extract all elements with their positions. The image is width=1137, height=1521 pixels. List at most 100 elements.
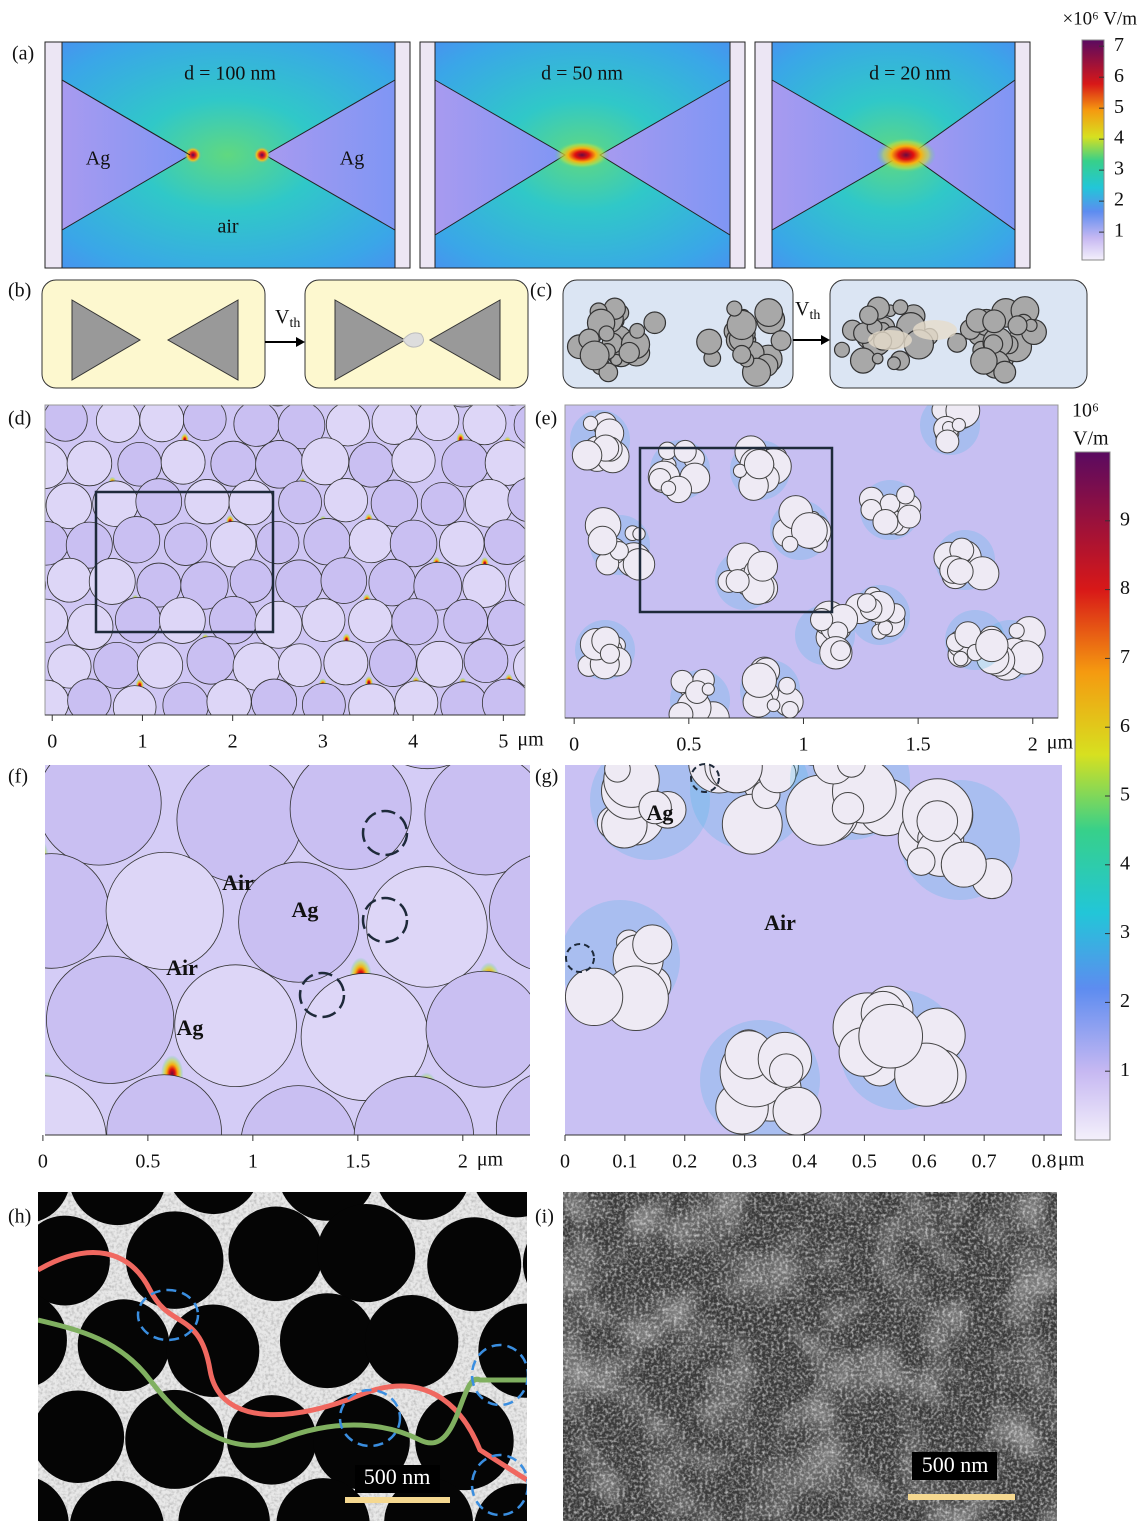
grain [371,405,418,445]
grain [279,1293,375,1389]
grain [139,405,185,443]
grain [522,1243,527,1283]
material-label: air [217,216,238,238]
particle [1007,315,1028,336]
material-label: Ag [292,897,319,922]
hot-spot [345,405,350,407]
ag-island [812,765,855,785]
grain [441,439,490,488]
grain [65,521,113,569]
grain [427,1217,522,1312]
ag-island [830,640,852,662]
arrow-label-base: V [275,306,290,328]
panel-label: (b) [8,280,31,302]
grain [277,405,326,450]
panel-e [564,404,1059,719]
grain [241,1085,356,1135]
arrow-label: Vth [275,306,300,332]
grain [45,498,46,511]
material-label: Ag [647,800,674,825]
grain [462,563,507,608]
panel-g: Ag Air [565,763,1062,1135]
ag-island [660,480,677,496]
hot-spot [68,405,73,407]
grain [125,1211,224,1309]
grain [348,598,393,644]
grain [0,643,44,690]
grain [238,861,360,983]
ag-island [778,676,796,695]
colorbar-unit: ×10⁶ V/m [1062,8,1137,29]
particle [598,362,619,383]
ag-island [897,504,922,529]
gap-label: d = 20 nm [869,63,951,85]
x-tick-label: 1 [798,734,808,756]
grain [226,1395,317,1485]
ag-island [946,558,974,585]
particle [849,347,877,374]
x-tick-label: 0 [38,1151,48,1173]
colorbar-tick-label: 2 [1114,189,1124,211]
hot-spot [251,714,254,715]
grain [45,598,69,643]
grain [366,866,488,988]
x-tick-label: 2 [1028,734,1038,756]
colorbar-tick-label: 6 [1114,65,1124,87]
grain [379,1192,467,1220]
grain [106,1074,222,1135]
grain [323,478,368,523]
grain [112,685,157,715]
colorbar [1081,39,1105,261]
grain [508,559,525,607]
ag-island [701,682,715,696]
grain [353,1075,475,1135]
grain [209,596,258,645]
grain [38,1478,69,1521]
x-tick-label: 0 [560,1151,570,1173]
residue [913,320,957,340]
ag-island [810,608,834,632]
arrow-label-sub: th [289,316,300,331]
particle [770,330,792,352]
grain [162,682,209,715]
ag-island [935,429,960,454]
ag-island [743,448,775,480]
grain [391,438,436,483]
grain [38,1390,125,1483]
x-tick-label: 0.8 [1032,1151,1057,1173]
field-map [44,41,411,269]
ag-island [906,847,936,876]
grain [45,441,69,490]
grain [159,597,206,644]
grain [45,1075,107,1135]
grain [45,405,88,442]
x-tick-label: 4 [408,731,418,753]
grain [394,680,439,715]
x-tick-label: 2 [458,1151,468,1173]
colorbar-tick-label: 3 [1120,921,1130,943]
grain [474,1483,527,1521]
ag-island [837,765,866,778]
grain [369,639,417,687]
grain [301,598,346,642]
grain [420,482,465,526]
particle [629,322,646,339]
arrow-label-sub: th [809,308,820,323]
grain [206,679,252,715]
ag-island [632,924,673,965]
grain [45,853,110,969]
particle [887,356,901,371]
ag-island [768,1053,804,1088]
ag-island [604,765,631,783]
colorbar-tick-label: 7 [1114,34,1124,56]
grain [135,478,183,525]
grain [507,478,525,522]
grain [45,578,47,593]
ag-island [953,650,969,667]
x-tick-label: 0.5 [135,1151,160,1173]
ag-island [766,698,781,713]
x-tick-label: 0.6 [912,1151,937,1173]
ag-island [916,800,959,842]
panel-c: Vth [562,279,1088,389]
particle [696,328,723,355]
